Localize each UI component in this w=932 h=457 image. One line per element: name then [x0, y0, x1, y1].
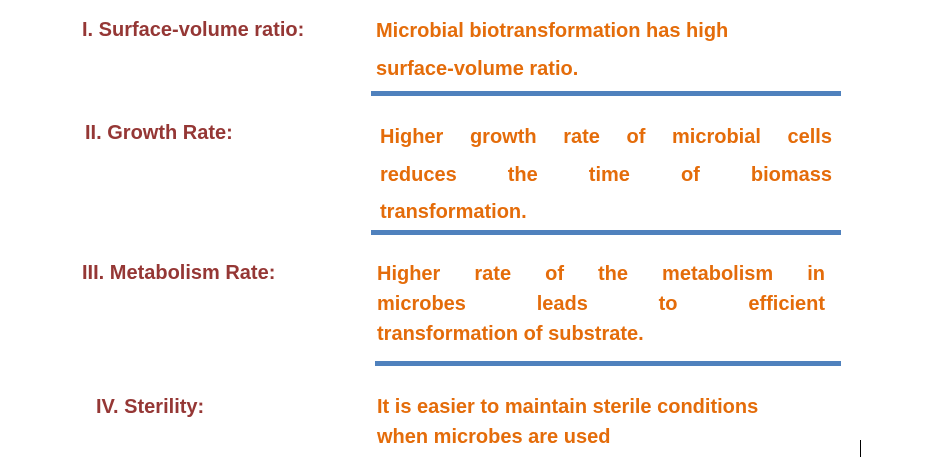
item-2-line-1: Higher growth rate of microbial cells: [380, 126, 832, 148]
item-3-description: Higher rate of the metabolism in microbe…: [377, 259, 825, 349]
divider-2: [371, 230, 841, 235]
item-3-line-2: microbes leads to efficient: [377, 293, 825, 315]
item-3-label: III. Metabolism Rate:: [82, 262, 276, 284]
item-2-label: II. Growth Rate:: [85, 122, 233, 144]
item-2-line-3: transformation.: [380, 201, 527, 223]
divider-3: [375, 361, 841, 366]
item-4-label: IV. Sterility:: [96, 396, 205, 418]
divider-1: [371, 91, 841, 96]
item-1-description: Microbial biotransformation has high sur…: [376, 12, 816, 88]
item-4-line-2: when microbes are used: [377, 426, 611, 448]
item-1-line-1: Microbial biotransformation has high: [376, 20, 729, 42]
item-4-description: It is easier to maintain sterile conditi…: [377, 392, 837, 452]
item-1-label: I. Surface-volume ratio:: [82, 19, 305, 41]
item-3-line-1: Higher rate of the metabolism in: [377, 263, 825, 285]
item-1-line-2: surface-volume ratio.: [376, 58, 579, 80]
item-2-description: Higher growth rate of microbial cells re…: [380, 119, 832, 232]
text-cursor: [860, 440, 861, 457]
item-2-line-2: reduces the time of biomass: [380, 163, 832, 186]
item-4-line-1: It is easier to maintain sterile conditi…: [377, 396, 759, 418]
item-3-line-3: transformation of substrate.: [377, 323, 644, 345]
